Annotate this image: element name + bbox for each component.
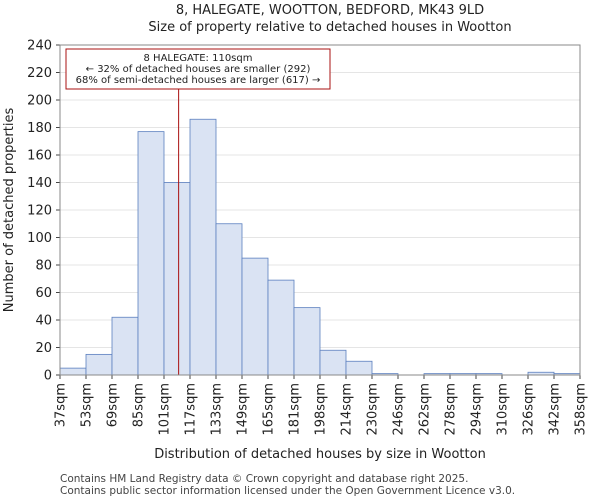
bar-214sqm	[345, 360, 373, 376]
x-tick-label: 85sqm	[132, 383, 147, 427]
x-tick-label: 117sqm	[184, 383, 199, 436]
bar-149sqm	[241, 257, 269, 376]
bar-101sqm	[163, 182, 191, 376]
x-tick-label: 214sqm	[340, 383, 355, 436]
y-tick-label: 220	[27, 66, 52, 81]
bar-165sqm	[267, 279, 295, 376]
y-tick-label: 140	[27, 176, 52, 191]
bars	[59, 118, 581, 376]
y-tick-label: 160	[27, 149, 52, 164]
annotation-border	[65, 48, 331, 90]
x-tick-label: 181sqm	[288, 383, 303, 436]
bar-85sqm	[137, 131, 165, 376]
y-tick-label: 120	[27, 204, 52, 219]
annotation-line-3: 68% of semi-detached houses are larger (…	[76, 75, 321, 86]
x-ticks: 37sqm 53sqm 69sqm 85sqm 101sqm 117sqm 133sqm 14…	[54, 375, 589, 436]
plot-frame	[59, 44, 581, 376]
x-tick-label: 133sqm	[210, 383, 225, 436]
y-tick-label: 180	[27, 121, 52, 136]
y-tick-label: 0	[44, 369, 52, 384]
x-axis-label: Distribution of detached houses by size …	[154, 447, 486, 462]
y-tick-label: 60	[35, 286, 52, 301]
y-tick-label: 240	[27, 39, 52, 54]
y-tick-label: 80	[35, 259, 52, 274]
x-tick-label: 342sqm	[548, 383, 563, 436]
bar-117sqm	[189, 118, 217, 376]
x-tick-label: 198sqm	[314, 383, 329, 436]
bar-133sqm	[215, 223, 243, 376]
chart-subtitle: Size of property relative to detached ho…	[148, 20, 511, 35]
x-tick-label: 246sqm	[392, 383, 407, 436]
bar-37sqm	[59, 367, 87, 376]
annotation-line-2: ← 32% of detached houses are smaller (29…	[86, 64, 311, 75]
y-ticks: 0 20 40 60 80 100 120 140 160 180 200 220 240	[27, 39, 60, 384]
footer-line-1: Contains HM Land Registry data © Crown c…	[60, 473, 468, 485]
y-tick-label: 20	[35, 341, 52, 356]
annotation-line-1: 8 HALEGATE: 110sqm	[144, 53, 253, 64]
y-tick-label: 40	[35, 314, 52, 329]
x-tick-label: 262sqm	[418, 383, 433, 436]
bar-53sqm	[85, 353, 113, 376]
x-tick-label: 53sqm	[80, 383, 95, 427]
x-tick-label: 278sqm	[444, 383, 459, 436]
chart-title: 8, HALEGATE, WOOTTON, BEDFORD, MK43 9LD	[176, 3, 484, 18]
y-tick-label: 200	[27, 94, 52, 109]
x-tick-label: 294sqm	[470, 383, 485, 436]
footer-line-2: Contains public sector information licen…	[60, 485, 515, 497]
x-tick-label: 69sqm	[106, 383, 121, 427]
y-axis-label: Number of detached properties	[2, 108, 17, 313]
x-tick-label: 101sqm	[158, 383, 173, 436]
x-tick-label: 37sqm	[54, 383, 69, 427]
x-tick-label: 165sqm	[262, 383, 277, 436]
bar-198sqm	[319, 349, 347, 376]
x-tick-label: 358sqm	[574, 383, 589, 436]
x-tick-label: 326sqm	[522, 383, 537, 436]
bar-69sqm	[111, 316, 139, 376]
y-tick-label: 100	[27, 231, 52, 246]
bar-181sqm	[293, 307, 321, 376]
x-tick-label: 149sqm	[236, 383, 251, 436]
x-tick-label: 310sqm	[496, 383, 511, 436]
x-tick-label: 230sqm	[366, 383, 381, 436]
annotation-box: 8 HALEGATE: 110sqm ← 32% of detached hou…	[65, 48, 331, 90]
